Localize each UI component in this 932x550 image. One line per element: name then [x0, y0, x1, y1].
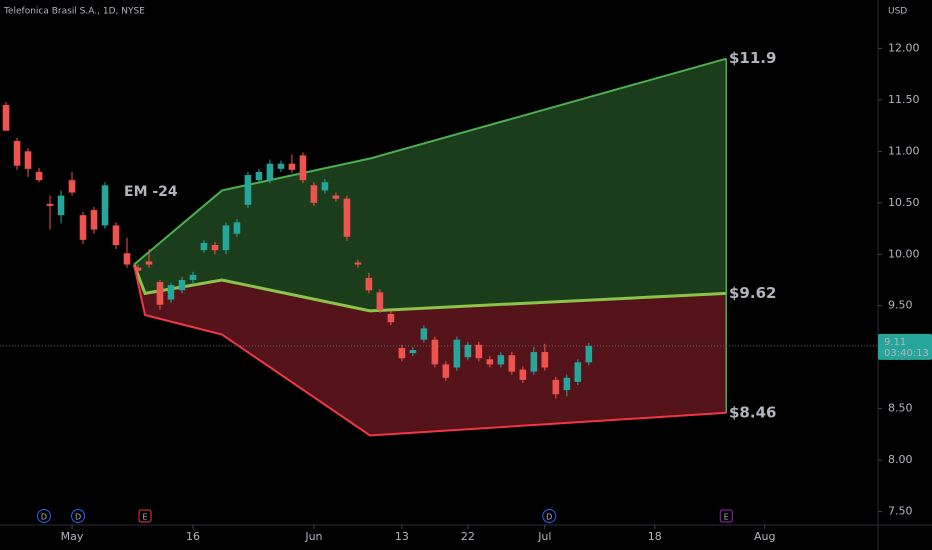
candle-body — [541, 352, 549, 368]
event-marker — [719, 509, 733, 523]
candle-body — [211, 245, 219, 251]
candle-body — [299, 155, 307, 181]
candle-body — [453, 339, 461, 368]
y-tick-label: 10.00 — [888, 247, 920, 260]
candle-body — [200, 242, 208, 251]
y-tick-label: 10.50 — [888, 196, 920, 209]
candle-body — [266, 163, 274, 181]
candle-body — [332, 195, 340, 199]
candle-body — [343, 198, 351, 237]
candle-body — [101, 185, 109, 226]
candle-body — [57, 195, 65, 216]
level-label: $11.9 — [729, 49, 776, 67]
candle-body — [387, 313, 395, 323]
event-label: D — [75, 513, 81, 522]
x-tick-label: May — [61, 530, 84, 543]
candle-body — [409, 350, 417, 354]
candle-body — [574, 362, 582, 382]
y-tick-label: 9.50 — [888, 299, 913, 312]
x-tick-label: 18 — [648, 530, 662, 543]
candle-body — [508, 355, 516, 372]
candle-body — [255, 171, 263, 181]
candle-body — [90, 210, 98, 230]
event-label: E — [724, 513, 729, 522]
y-tick-label: 11.50 — [888, 93, 920, 106]
candle-body — [420, 328, 428, 340]
candle-body — [189, 274, 197, 280]
annotation: EM -24 — [124, 184, 178, 200]
countdown: 03:40:13 — [884, 348, 929, 359]
x-tick-label: 16 — [186, 530, 200, 543]
x-tick-label: 13 — [395, 530, 409, 543]
candle-body — [310, 185, 318, 203]
lower-cone-area — [134, 264, 727, 436]
candle-body — [277, 163, 285, 169]
last-price-tag — [878, 333, 932, 360]
y-tick-label: 8.50 — [888, 402, 913, 415]
candle-body — [24, 151, 32, 169]
candle-body — [156, 282, 164, 305]
candle-body — [398, 347, 406, 359]
candle-body — [244, 175, 252, 205]
candle-body — [585, 345, 593, 363]
event-marker — [36, 509, 51, 523]
candle-body — [563, 377, 571, 391]
y-tick-label: 12.00 — [888, 41, 920, 54]
x-tick-label: Jul — [537, 530, 551, 543]
candle-body — [354, 262, 362, 265]
y-tick-label: 11.00 — [888, 144, 920, 157]
event-label: D — [546, 513, 552, 522]
x-tick-label: Jun — [304, 530, 322, 543]
candle-body — [112, 225, 120, 245]
candle-body — [222, 225, 230, 251]
candle-body — [134, 267, 142, 271]
mid-cone-line — [132, 264, 727, 313]
candle-body — [46, 203, 54, 206]
x-tick-label: Aug — [754, 530, 775, 543]
candle-body — [167, 285, 175, 300]
lower-cone-line — [133, 264, 727, 437]
last-price-label: 9.11 — [884, 337, 906, 348]
event-marker — [71, 509, 86, 523]
candle-body — [288, 163, 296, 170]
candle-body — [497, 355, 505, 365]
candle-body — [464, 344, 472, 358]
event-label: D — [41, 513, 47, 522]
x-tick-label: 22 — [461, 530, 475, 543]
candle-body — [145, 261, 153, 265]
y-tick-label: 8.00 — [888, 453, 913, 466]
candle-body — [35, 171, 43, 181]
candle-body — [376, 292, 384, 310]
event-marker — [542, 509, 557, 523]
candle-body — [178, 280, 186, 291]
candle-body — [552, 379, 560, 395]
candle-body — [68, 180, 76, 193]
candle-body — [2, 105, 10, 131]
candle-body — [321, 182, 329, 191]
event-marker — [138, 509, 152, 523]
candle-body — [486, 359, 494, 365]
candle-body — [123, 253, 131, 265]
candle-body — [365, 277, 373, 291]
chart-title: Telefonica Brasil S.A., 1D, NYSE — [3, 7, 145, 17]
candle-body — [475, 344, 483, 359]
candle-body — [530, 352, 538, 372]
candle-body — [442, 364, 450, 378]
upper-cone-line — [133, 57, 727, 266]
level-label: $9.62 — [729, 284, 776, 302]
candle-body — [79, 215, 87, 240]
currency: USD — [888, 7, 907, 17]
candle-body — [431, 339, 439, 365]
event-label: E — [143, 513, 148, 522]
y-tick-label: 7.50 — [888, 505, 913, 518]
candle-body — [519, 369, 527, 380]
upper-cone-area — [134, 58, 727, 311]
candle-body — [233, 222, 241, 234]
candle-body — [13, 141, 21, 166]
level-label: $8.46 — [729, 403, 776, 421]
